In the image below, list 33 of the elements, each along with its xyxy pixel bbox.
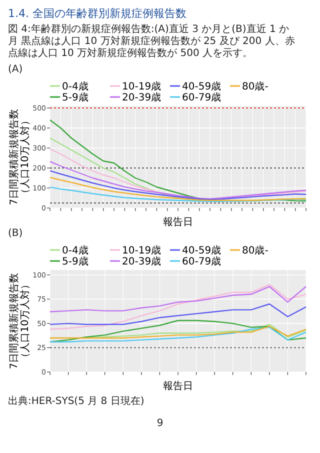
legend-label: 80歳- (242, 80, 269, 92)
legend-label: 20-39歳 (122, 92, 162, 104)
y-axis-title: 7日間累積新規報告数（人口10万人対） (8, 108, 31, 206)
line-series (49, 176, 307, 201)
chart-title: (B) (8, 228, 24, 240)
legend-label: 60-79歳 (182, 92, 222, 104)
x-axis-title: 報告日 (163, 380, 193, 392)
legend-label: 20-39歳 (122, 256, 162, 268)
legend-label: 10-19歳 (122, 244, 162, 256)
legend-label: 60-79歳 (182, 256, 222, 268)
legend-label: 0-4歳 (62, 80, 88, 92)
text: 9 (156, 418, 164, 430)
legend-label: 40-59歳 (182, 244, 222, 256)
legend-label: 5-9歳 (62, 256, 88, 268)
legend-label: 10-19歳 (122, 80, 162, 92)
legend-label: 40-59歳 (182, 80, 222, 92)
line-series (49, 284, 307, 330)
line-series (49, 186, 307, 202)
chart-title: (A) (8, 64, 24, 76)
line-series (49, 161, 307, 200)
line-series (49, 320, 307, 342)
caption: 図 4:年齢群別の新規症例報告数:(A)直近 3 か月と(B)直近 1 か月 黒点線は人口 10 万対新規症例報告数が 25 及び 200 人、赤点線は人口 10 万対新規症例報告数が 500 人を示す。 (8, 24, 296, 60)
legend-label: 5-9歳 (62, 92, 88, 104)
line-series (49, 303, 307, 325)
legend-label: 80歳- (242, 244, 269, 256)
y-axis-title: 7日間累積新規報告数（人口10万人対） (8, 272, 31, 370)
line-series (49, 286, 307, 312)
line-series (49, 170, 307, 200)
legend-label: 0-4歳 (62, 244, 88, 256)
line-series (49, 326, 307, 342)
source-note: 出典:HER-SYS(5 月 8 日現在) (8, 396, 146, 408)
x-axis-title: 報告日 (163, 216, 193, 228)
text: 1.4. 全国の年齢群別新規症例報告数 (8, 7, 188, 20)
